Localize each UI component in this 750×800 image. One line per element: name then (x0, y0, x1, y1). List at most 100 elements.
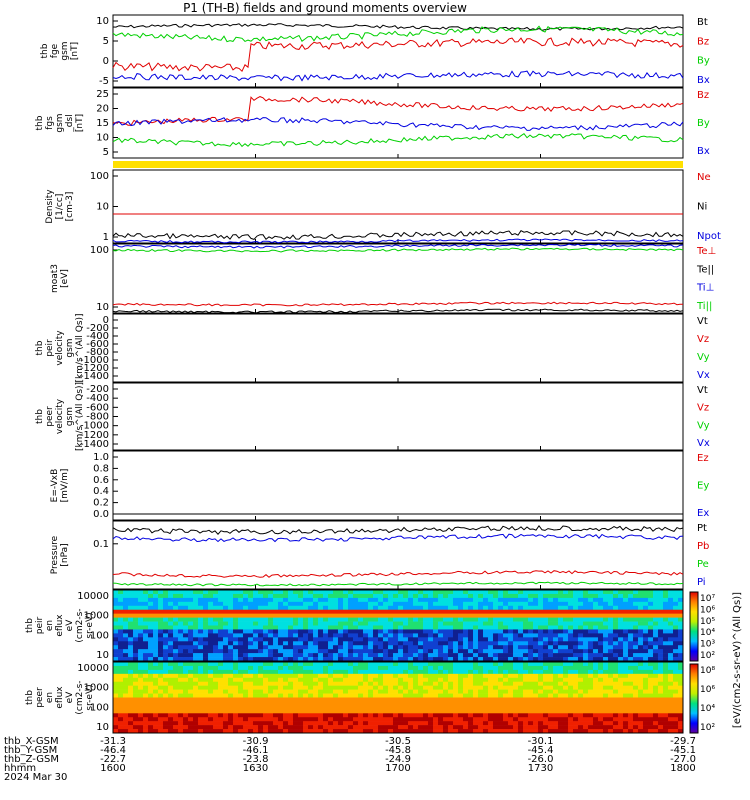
y-axis-label: thb (35, 409, 45, 424)
y-axis-label: [km/s^(All Qs)] (75, 313, 85, 382)
y-tick-label: -400 (86, 331, 109, 342)
npot-trace (112, 238, 684, 244)
y-axis-label: velocity (55, 398, 65, 434)
legend-pi: Pi (697, 577, 706, 588)
y-axis-label: gsm (55, 113, 65, 132)
y-axis-label: peir (35, 616, 45, 634)
panel-frame (112, 661, 684, 734)
y-axis-label: [mV/m] (60, 469, 70, 503)
x-tick-label: -30.1 (528, 736, 554, 747)
x-tick-label: 1800 (670, 763, 695, 774)
y-tick-label: 0 (103, 315, 109, 326)
y-tick-label: 15 (96, 118, 109, 129)
legend-te||: Te|| (696, 264, 714, 275)
y-tick-label: 0 (103, 56, 109, 67)
x-tick-label: -24.9 (385, 754, 411, 765)
y-tick-label: -1000 (80, 355, 109, 366)
colorbar-tick: 10⁶ (700, 685, 715, 695)
legend-te⊥: Te⊥ (696, 246, 716, 257)
y-tick-label: 10 (96, 133, 109, 144)
colorbar-tick: 10⁸ (700, 666, 715, 676)
y-axis-label: eflux (55, 686, 65, 709)
legend-vx: Vx (697, 438, 710, 449)
y-axis-label: Density (45, 189, 55, 224)
y-axis-label: Pressure (50, 535, 60, 574)
y-tick-label: 0.4 (93, 486, 109, 497)
legend-vy: Vy (697, 420, 710, 431)
y-tick-label: -1400 (80, 439, 109, 450)
y-tick-label: 1000 (84, 683, 109, 694)
x-tick-label: -46.1 (243, 745, 269, 756)
y-tick-label: 10000 (77, 591, 109, 602)
y-axis-label: E=-VxB (50, 469, 60, 503)
y-tick-label: -1200 (80, 363, 109, 374)
ti-par-trace (112, 247, 684, 253)
ion-spectrogram (113, 590, 684, 662)
date-label: 2024 Mar 30 (4, 772, 67, 783)
te-perp-trace (112, 243, 684, 249)
legend-bz: Bz (697, 90, 709, 101)
panel-frame (112, 589, 684, 662)
y-axis-label: thb (40, 43, 50, 58)
colorbar-tick: 10³ (700, 640, 715, 650)
colorbar-tick: 10² (700, 723, 715, 733)
legend-vt: Vt (697, 316, 708, 327)
y-axis-label: fgs (45, 116, 55, 130)
y-axis-label: peir (45, 339, 55, 357)
y-tick-label: 0.6 (93, 475, 109, 486)
legend-pb: Pb (697, 541, 709, 552)
y-axis-label: [cm-3] (65, 192, 75, 222)
y-axis-label: [nT] (70, 42, 80, 60)
ti-perp-trace (112, 308, 684, 314)
electron-colorbar (689, 663, 699, 734)
by-trace (112, 25, 684, 43)
y-tick-label: -1400 (80, 371, 109, 382)
y-tick-label: 1000 (84, 611, 109, 622)
y-tick-label: 0.0 (93, 509, 109, 520)
x-tick-label: 1600 (100, 763, 125, 774)
legend-bx: Bx (697, 146, 710, 157)
y-axis-label: _dsl (65, 114, 75, 132)
colorbar-tick: 10² (700, 651, 715, 661)
colorbar-tick: 10⁴ (700, 704, 715, 714)
y-tick-label: 5 (103, 36, 109, 47)
y-axis-label: peer (45, 406, 55, 427)
y-axis-label: (cm2-s- (75, 608, 85, 642)
colorbar-tick: 10⁷ (700, 594, 715, 604)
y-tick-label: 100 (90, 630, 109, 641)
y-axis-label: moat3 (50, 264, 60, 293)
y-axis-label: gsm (65, 338, 75, 357)
bt-trace (112, 23, 684, 31)
panel-frame (112, 313, 684, 383)
bx2-trace (112, 133, 684, 148)
y-axis-label: [nPa] (60, 543, 70, 566)
pi-trace (112, 533, 684, 543)
legend-by: By (697, 56, 710, 67)
y-tick-label: 100 (90, 702, 109, 713)
y-tick-label: -1200 (80, 430, 109, 441)
legend-npot: Npot (697, 231, 721, 242)
pb-trace (112, 570, 684, 578)
x-tick-label: -46.4 (100, 745, 126, 756)
panel-frame (112, 520, 684, 590)
te-par-trace (112, 301, 684, 307)
y-tick-label: 100 (90, 245, 109, 256)
y-tick-label: -600 (86, 339, 109, 350)
bz2-trace (112, 96, 684, 126)
y-axis-label: eV (65, 691, 75, 704)
x-row-label: thb_X-GSM (4, 736, 59, 747)
legend-bz: Bz (697, 36, 709, 47)
pt-trace (112, 524, 684, 535)
x-tick-label: -31.3 (100, 736, 126, 747)
y-axis-label: peer (35, 687, 45, 708)
electron-spectrogram (113, 662, 684, 734)
x-tick-label: -23.8 (243, 754, 269, 765)
ion-colorbar (689, 591, 699, 662)
legend-pe: Pe (697, 559, 709, 570)
x-tick-label: -26.0 (528, 754, 554, 765)
x-tick-label: 1700 (385, 763, 410, 774)
y-tick-label: 10 (96, 722, 109, 733)
y-tick-label: 1.0 (93, 452, 109, 463)
x-tick-label: -29.7 (670, 736, 696, 747)
